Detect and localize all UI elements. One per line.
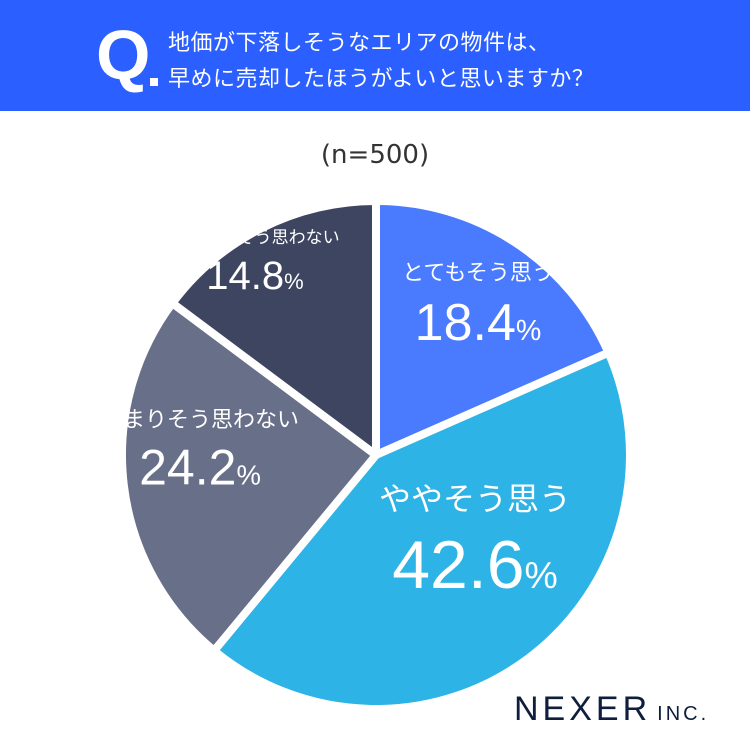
- sample-size: (n=500): [320, 140, 430, 170]
- question-header: Q 地価が下落しそうなエリアの物件は、 早めに売却したほうがよいと思いますか？: [0, 0, 750, 111]
- logo-main: NEXER: [514, 690, 652, 728]
- slice-unit: %: [284, 269, 304, 294]
- slice-unit: %: [236, 460, 260, 491]
- pie-slice: [372, 197, 613, 459]
- slice-unit: %: [516, 315, 541, 347]
- slice-value: 14.8%: [206, 254, 303, 298]
- question-title: 地価が下落しそうなエリアの物件は、 早めに売却したほうがよいと思いますか？: [168, 26, 594, 98]
- q-dot: [150, 78, 158, 86]
- slice-unit: %: [525, 554, 558, 596]
- slice-label: とてもそう思う: [402, 261, 554, 286]
- pie-slice: [210, 348, 634, 713]
- logo-suffix: INC.: [657, 703, 710, 725]
- slice-label: ややそう思う: [379, 480, 571, 518]
- nexer-logo: NEXER INC.: [514, 690, 709, 729]
- q-mark: Q: [96, 16, 151, 94]
- slice-label: あまりそう思わない: [101, 408, 299, 433]
- pie-slice: [168, 197, 380, 459]
- title-line-2: 早めに売却したほうがよいと思いますか？: [168, 67, 595, 92]
- pie-slice: [118, 299, 380, 655]
- slice-label: まったくそう思わない: [170, 228, 339, 248]
- title-line-1: 地価が下落しそうなエリアの物件は、: [168, 31, 551, 56]
